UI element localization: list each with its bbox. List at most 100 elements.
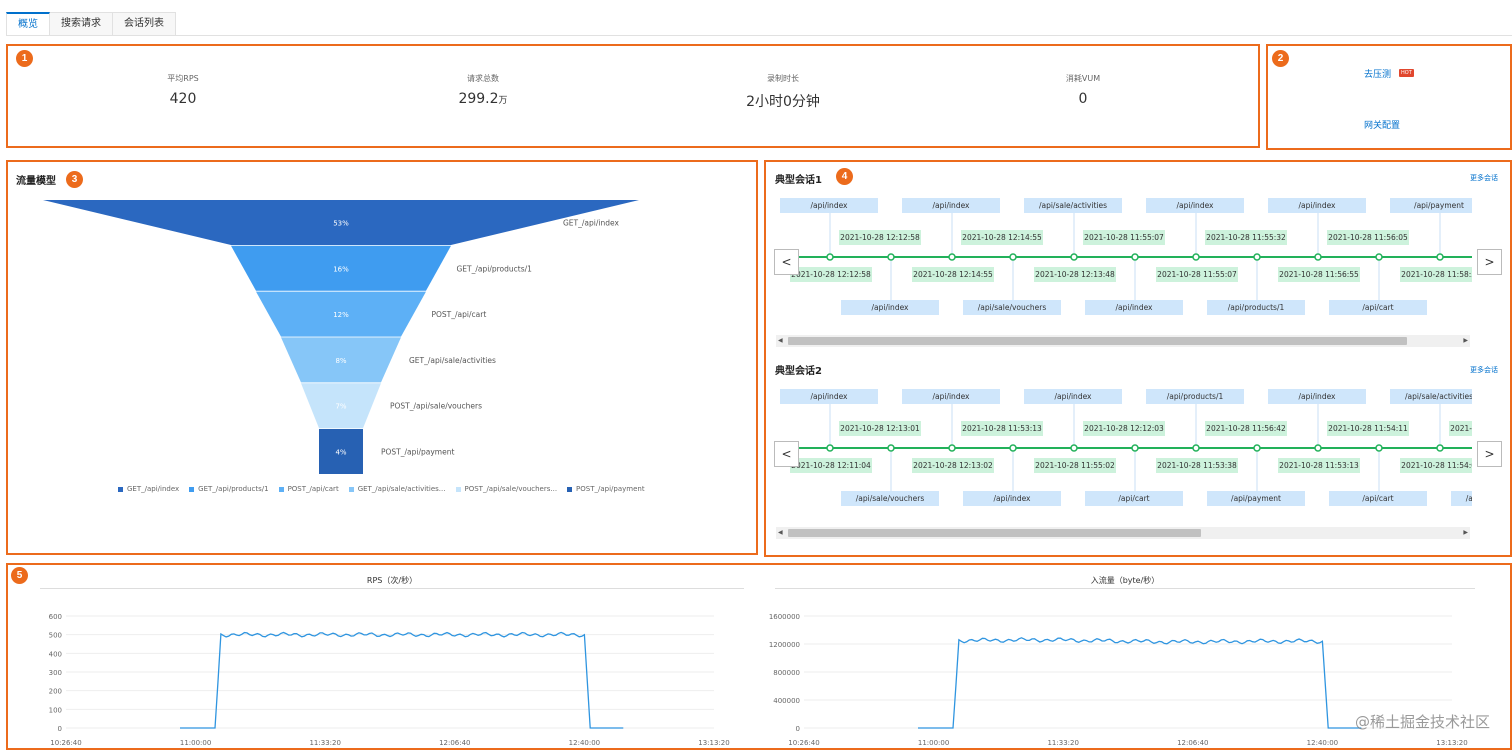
timeline-node[interactable] <box>887 444 895 452</box>
session-top-time-chip[interactable]: 2021-10-28 12:13:01 <box>839 421 921 436</box>
legend-item[interactable]: POST_/api/payment <box>567 485 645 493</box>
session-bottom-time-chip[interactable]: 2021-10-28 11:56:55 <box>1278 267 1360 282</box>
session-1-prev-button[interactable]: < <box>774 249 799 275</box>
session-top-time-chip[interactable]: 2021-10-28 11:54:11 <box>1327 421 1409 436</box>
timeline-node[interactable] <box>1070 444 1078 452</box>
session-bottom-time-chip[interactable]: 2021-10-28 11:55:07 <box>1156 267 1238 282</box>
timeline-node[interactable] <box>1131 253 1139 261</box>
more-sessions-link[interactable]: 更多会话 <box>1470 366 1498 374</box>
session-bottom-time-chip[interactable]: 2021-10-28 11:54:02 <box>1400 458 1472 473</box>
timeline-node[interactable] <box>1253 444 1261 452</box>
legend-item[interactable]: GET_/api/products/1 <box>189 485 269 493</box>
timeline-node[interactable] <box>1192 253 1200 261</box>
session-top-api-chip[interactable]: /api/index <box>1268 389 1366 404</box>
session-top-api-chip[interactable]: /api/index <box>1024 389 1122 404</box>
session-top-time-chip[interactable]: 2021-10-28 11:56:42 <box>1205 421 1287 436</box>
scrollbar-thumb[interactable] <box>788 337 1408 345</box>
gateway-config-link[interactable]: 网关配置 <box>1364 121 1401 131</box>
session-top-api-chip[interactable]: /api/products/1 <box>1146 389 1244 404</box>
session-2-next-button[interactable]: > <box>1477 441 1502 467</box>
scroll-right-arrow[interactable]: ▶ <box>1463 529 1468 536</box>
legend-item[interactable]: POST_/api/sale/vouchers... <box>455 485 557 493</box>
legend-item[interactable]: POST_/api/cart <box>278 485 339 493</box>
tab-overview[interactable]: 概览 <box>6 12 50 36</box>
timeline-node[interactable] <box>948 253 956 261</box>
session-top-api-chip[interactable]: /api/index <box>780 389 878 404</box>
session-top-api-chip[interactable]: /api/index <box>780 198 878 213</box>
session-bottom-api-chip[interactable]: /api/cart <box>1329 300 1427 315</box>
x-tick-label: 11:00:00 <box>918 739 949 747</box>
session-top-api-chip[interactable]: /api/payment <box>1390 198 1472 213</box>
scroll-left-arrow[interactable]: ◀ <box>778 337 783 344</box>
session-bottom-time-chip[interactable]: 2021-10-28 12:14:55 <box>912 267 994 282</box>
session-bottom-api-chip[interactable]: /api/sale/vouchers <box>963 300 1061 315</box>
timeline-node[interactable] <box>948 444 956 452</box>
session-bottom-time-chip[interactable]: 2021-10-28 12:12:58 <box>790 267 872 282</box>
funnel-stage[interactable] <box>231 245 451 291</box>
stress-test-link[interactable]: 去压测 <box>1364 70 1392 80</box>
session-top-time-chip[interactable]: 2021-10-28 12:12:58 <box>839 230 921 245</box>
legend-item[interactable]: GET_/api/index <box>118 485 179 493</box>
session-top-time-chip[interactable]: 2021-10-28 11:55:32 <box>1205 230 1287 245</box>
session-top-api-chip[interactable]: /api/index <box>1268 198 1366 213</box>
timeline-node[interactable] <box>826 444 834 452</box>
funnel-stage[interactable] <box>256 291 426 337</box>
session-top-api-chip[interactable]: /api/sale/activities <box>1024 198 1122 213</box>
session-top-time-chip[interactable]: 2021-10-28 11:53:13 <box>961 421 1043 436</box>
session-bottom-time-chip[interactable]: 2021-10-28 11:53:38 <box>1156 458 1238 473</box>
session-bottom-time-chip[interactable]: 2021-10-28 12:13:48 <box>1034 267 1116 282</box>
timeline-node[interactable] <box>1009 253 1017 261</box>
scrollbar-thumb[interactable] <box>788 529 1201 537</box>
session-top-time-chip[interactable]: 2021-10-28 12:12:03 <box>1083 421 1165 436</box>
session-2-prev-button[interactable]: < <box>774 441 799 467</box>
session-bottom-api-chip[interactable]: /api/cart <box>1085 491 1183 506</box>
timeline-node[interactable] <box>1314 253 1322 261</box>
timeline-node[interactable] <box>1314 444 1322 452</box>
funnel-stage[interactable] <box>301 383 381 429</box>
funnel-stage[interactable] <box>43 200 639 245</box>
session-bottom-time-chip[interactable]: 2021-10-28 11:55:02 <box>1034 458 1116 473</box>
funnel-stage[interactable] <box>319 429 363 474</box>
session-bottom-api-chip[interactable]: /api/products/1 <box>1207 300 1305 315</box>
timeline-node[interactable] <box>1253 253 1261 261</box>
timeline-node[interactable] <box>1436 253 1444 261</box>
session-2-scrollbar[interactable]: ◀ ▶ <box>776 527 1470 539</box>
scroll-right-arrow[interactable]: ▶ <box>1463 337 1468 344</box>
tab-session-list[interactable]: 会话列表 <box>113 12 176 36</box>
session-bottom-time-chip[interactable]: 2021-10-28 11:53:13 <box>1278 458 1360 473</box>
session-top-api-chip[interactable]: /api/index <box>902 389 1000 404</box>
session-1-scrollbar[interactable]: ◀ ▶ <box>776 335 1470 347</box>
timeline-node[interactable] <box>1192 444 1200 452</box>
session-top-time-chip[interactable]: 2021-10-28 11:56:05 <box>1327 230 1409 245</box>
legend-item[interactable]: GET_/api/sale/activities... <box>348 485 446 493</box>
session-top-time-chip[interactable]: 2021-10-28 12:16:08 <box>1449 421 1472 436</box>
more-sessions-link[interactable]: 更多会话 <box>1470 174 1498 182</box>
timeline-node[interactable] <box>1009 444 1017 452</box>
timeline-node[interactable] <box>1131 444 1139 452</box>
funnel-stage[interactable] <box>281 337 401 383</box>
session-bottom-api-chip[interactable]: /api/index <box>841 300 939 315</box>
session-top-api-chip[interactable]: /api/index <box>902 198 1000 213</box>
session-bottom-api-chip[interactable]: /api/sale/vouchers <box>841 491 939 506</box>
timeline-node[interactable] <box>1436 444 1444 452</box>
session-bottom-time-chip[interactable]: 2021-10-28 12:13:02 <box>912 458 994 473</box>
session-bottom-time-chip[interactable]: 2021-10-28 11:58:36 <box>1400 267 1472 282</box>
session-top-api-chip[interactable]: /api/sale/activities <box>1390 389 1472 404</box>
session-bottom-time-chip[interactable]: 2021-10-28 12:11:04 <box>790 458 872 473</box>
session-top-time-chip[interactable]: 2021-10-28 12:14:55 <box>961 230 1043 245</box>
scroll-left-arrow[interactable]: ◀ <box>778 529 783 536</box>
session-top-time-chip[interactable]: 2021-10-28 11:55:07 <box>1083 230 1165 245</box>
session-bottom-api-chip[interactable]: /api/payment <box>1207 491 1305 506</box>
session-bottom-api-chip[interactable]: /api/index <box>963 491 1061 506</box>
session-bottom-api-chip[interactable]: /api/sale/vouchers <box>1451 491 1472 506</box>
timeline-node[interactable] <box>1375 444 1383 452</box>
session-1-next-button[interactable]: > <box>1477 249 1502 275</box>
session-top-api-chip[interactable]: /api/index <box>1146 198 1244 213</box>
timeline-node[interactable] <box>826 253 834 261</box>
session-bottom-api-chip[interactable]: /api/cart <box>1329 491 1427 506</box>
session-bottom-api-chip[interactable]: /api/index <box>1085 300 1183 315</box>
timeline-node[interactable] <box>1375 253 1383 261</box>
timeline-node[interactable] <box>1070 253 1078 261</box>
timeline-node[interactable] <box>887 253 895 261</box>
tab-search-requests[interactable]: 搜索请求 <box>50 12 113 36</box>
